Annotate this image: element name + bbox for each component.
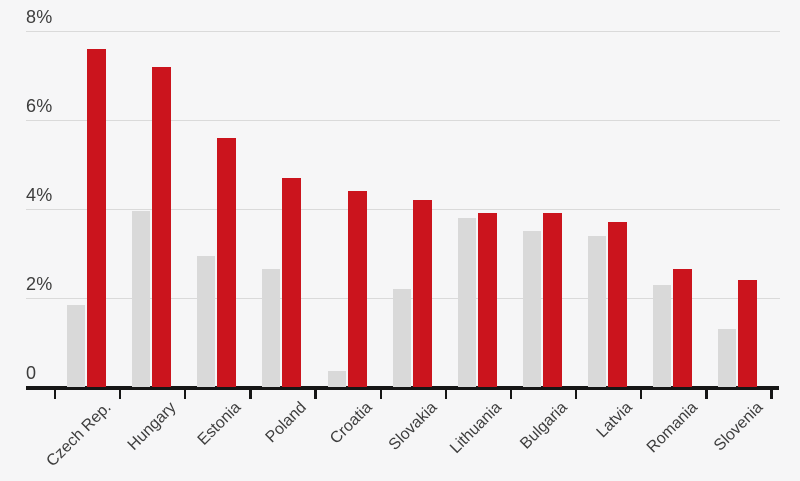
x-axis-tick-3 [249, 388, 252, 399]
x-axis-tick-7 [509, 388, 513, 399]
x-axis-tick-8 [574, 388, 578, 399]
y-axis-label-0: 0 [26, 363, 37, 383]
bar-red-estonia [217, 137, 237, 387]
bar-gray-hungary [132, 211, 151, 387]
bar-gray-estonia [197, 255, 216, 387]
gridline-8pct [26, 31, 780, 32]
gridline-6pct [26, 120, 780, 121]
y-axis-label-4: 4% [26, 185, 53, 205]
x-axis-label-latvia: Latvia [593, 399, 636, 442]
bar-gray-slovakia [392, 289, 411, 387]
bar-gray-romania [653, 284, 672, 387]
bar-red-czech-rep [87, 48, 107, 387]
x-axis-tick-4 [314, 388, 317, 399]
y-axis-label-8: 8% [26, 7, 53, 27]
x-axis-tick-5 [379, 388, 382, 399]
x-axis-tick-9 [640, 388, 643, 399]
bar-red-romania [673, 269, 693, 387]
bar-gray-poland [262, 269, 281, 387]
bar-gray-croatia [327, 371, 346, 387]
gridline-4pct [26, 209, 780, 210]
bar-red-hungary [152, 66, 172, 387]
bar-red-slovenia [738, 280, 758, 387]
x-axis-tick-11 [770, 388, 773, 399]
x-axis-label-hungary: Hungary [124, 399, 180, 454]
bar-gray-latvia [588, 235, 607, 387]
bar-red-slovakia [412, 200, 432, 387]
bar-red-croatia [347, 191, 367, 387]
bar-red-lithuania [477, 213, 497, 387]
y-axis-label-2: 2% [26, 274, 53, 294]
x-axis-label-estonia: Estonia [195, 399, 245, 449]
x-axis-label-poland: Poland [262, 399, 311, 447]
x-axis-line [26, 386, 779, 390]
x-axis-tick-0 [53, 388, 57, 399]
x-axis-label-czech-rep: Czech Rep. [43, 399, 115, 471]
bar-gray-lithuania [457, 217, 476, 387]
x-axis-label-bulgaria: Bulgaria [517, 399, 571, 453]
bar-red-bulgaria [543, 213, 563, 387]
x-axis-label-romania: Romania [643, 399, 701, 457]
x-axis-label-croatia: Croatia [326, 399, 376, 448]
x-axis-label-slovakia: Slovakia [385, 399, 441, 454]
y-axis-label-6: 6% [26, 96, 53, 116]
x-axis-tick-6 [444, 388, 448, 399]
bar-red-latvia [608, 222, 628, 387]
bar-gray-bulgaria [523, 231, 542, 387]
x-axis-label-slovenia: Slovenia [710, 399, 767, 455]
x-axis-tick-2 [184, 388, 187, 399]
bar-red-poland [282, 177, 302, 387]
bar-gray-czech-rep [67, 304, 86, 387]
x-axis-tick-10 [705, 388, 708, 399]
bar-gray-slovenia [718, 329, 737, 387]
x-axis-tick-1 [118, 388, 122, 399]
x-axis-label-lithuania: Lithuania [447, 399, 506, 457]
